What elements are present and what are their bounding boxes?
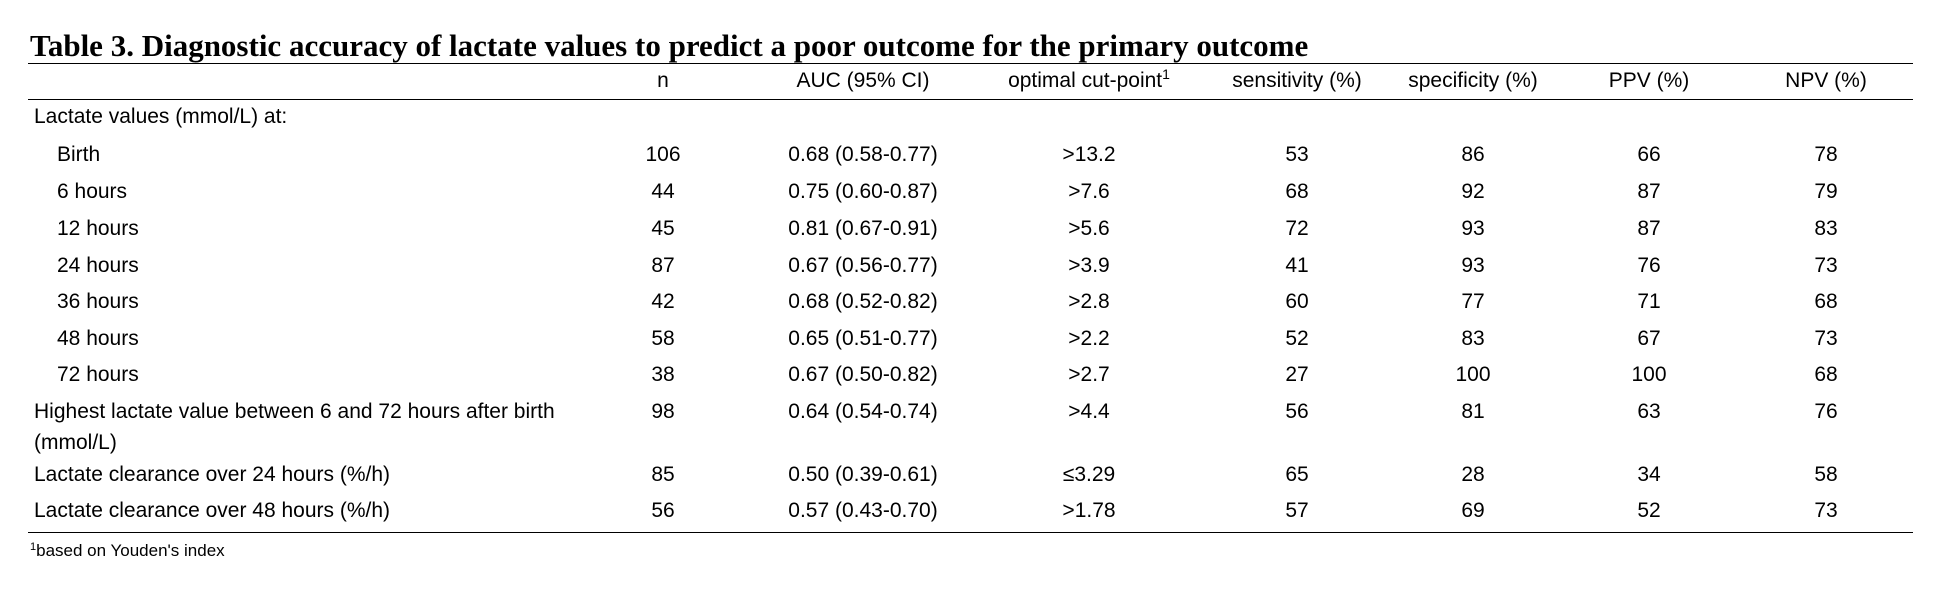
cell: 71 xyxy=(1637,290,1661,313)
column-header: n xyxy=(657,69,669,92)
cell: 38 xyxy=(651,363,675,386)
column-header: NPV (%) xyxy=(1785,69,1867,92)
cell: 0.67 (0.50-0.82) xyxy=(788,363,938,386)
cell: >5.6 xyxy=(1068,217,1110,240)
cell: 85 xyxy=(651,463,675,486)
cell: 73 xyxy=(1814,254,1838,277)
footnote: 1based on Youden's index xyxy=(30,540,225,562)
column-header: sensitivity (%) xyxy=(1232,69,1362,92)
cell: 68 xyxy=(1814,363,1838,386)
cell: 0.67 (0.56-0.77) xyxy=(788,254,938,277)
column-header: specificity (%) xyxy=(1408,69,1538,92)
cell: 0.68 (0.58-0.77) xyxy=(788,143,938,166)
cell: 53 xyxy=(1285,143,1309,166)
cell: 0.68 (0.52-0.82) xyxy=(788,290,938,313)
row-label: 6 hours xyxy=(57,180,128,203)
row-label: Lactate clearance over 24 hours (%/h) xyxy=(34,463,391,486)
cell: 28 xyxy=(1461,463,1485,486)
cell: 0.75 (0.60-0.87) xyxy=(788,180,938,203)
table-title: Table 3. Diagnostic accuracy of lactate … xyxy=(30,28,1309,63)
cell: 45 xyxy=(651,217,675,240)
column-header: PPV (%) xyxy=(1608,69,1690,92)
cell: >2.7 xyxy=(1068,363,1110,386)
cell: 93 xyxy=(1461,254,1485,277)
row-label: Lactate clearance over 48 hours (%/h) xyxy=(34,499,391,522)
cell: 0.57 (0.43-0.70) xyxy=(788,499,938,522)
row-label: 24 hours xyxy=(57,254,139,277)
cell: 42 xyxy=(651,290,675,313)
cell: 60 xyxy=(1285,290,1309,313)
cell: 87 xyxy=(1637,180,1661,203)
cell: 79 xyxy=(1814,180,1838,203)
column-header: optimal cut-point1 xyxy=(1008,65,1170,96)
cell: 81 xyxy=(1461,400,1485,423)
cell: 56 xyxy=(651,499,675,522)
column-header-text: optimal cut-point xyxy=(1008,69,1163,92)
column-header-note: 1 xyxy=(1162,66,1170,82)
cell: 27 xyxy=(1285,363,1309,386)
header-rule xyxy=(28,99,1913,100)
top-rule xyxy=(28,63,1913,64)
cell: 0.50 (0.39-0.61) xyxy=(788,463,938,486)
cell: 57 xyxy=(1285,499,1309,522)
cell: 93 xyxy=(1461,217,1485,240)
cell: 92 xyxy=(1461,180,1485,203)
cell: 77 xyxy=(1461,290,1485,313)
footnote-marker: 1 xyxy=(30,541,37,553)
footnote-text: based on Youden's index xyxy=(36,541,225,560)
row-label: 72 hours xyxy=(57,363,139,386)
cell: >2.2 xyxy=(1068,327,1110,350)
cell: >3.9 xyxy=(1068,254,1110,277)
cell: 106 xyxy=(645,143,681,166)
cell: 67 xyxy=(1637,327,1661,350)
row-label: 12 hours xyxy=(57,217,139,240)
cell: >1.78 xyxy=(1062,499,1116,522)
cell: 58 xyxy=(651,327,675,350)
cell: 52 xyxy=(1285,327,1309,350)
cell: >2.8 xyxy=(1068,290,1110,313)
column-header: AUC (95% CI) xyxy=(796,69,930,92)
cell: 56 xyxy=(1285,400,1309,423)
cell: 100 xyxy=(1631,363,1667,386)
cell: 63 xyxy=(1637,400,1661,423)
cell: 69 xyxy=(1461,499,1485,522)
cell: 65 xyxy=(1285,463,1309,486)
row-label: 48 hours xyxy=(57,327,139,350)
cell: 34 xyxy=(1637,463,1661,486)
cell: 100 xyxy=(1455,363,1491,386)
cell: 87 xyxy=(651,254,675,277)
cell: 76 xyxy=(1637,254,1661,277)
row-label: Highest lactate value between 6 and 72 h… xyxy=(34,400,555,454)
cell: 86 xyxy=(1461,143,1485,166)
cell: 83 xyxy=(1461,327,1485,350)
row-label: Birth xyxy=(57,143,101,166)
cell: 52 xyxy=(1637,499,1661,522)
cell: 66 xyxy=(1637,143,1661,166)
row-label: 36 hours xyxy=(57,290,139,313)
cell: 73 xyxy=(1814,327,1838,350)
cell: 76 xyxy=(1814,400,1838,423)
group-label: Lactate values (mmol/L) at: xyxy=(34,105,288,128)
cell: ≤3.29 xyxy=(1062,463,1116,486)
cell: 58 xyxy=(1814,463,1838,486)
cell: 0.81 (0.67-0.91) xyxy=(788,217,938,240)
cell: >13.2 xyxy=(1062,143,1116,166)
cell: 83 xyxy=(1814,217,1838,240)
cell: 72 xyxy=(1285,217,1309,240)
cell: >7.6 xyxy=(1068,180,1110,203)
cell: 73 xyxy=(1814,499,1838,522)
cell: >4.4 xyxy=(1068,400,1110,423)
cell: 41 xyxy=(1285,254,1309,277)
cell: 68 xyxy=(1285,180,1309,203)
cell: 87 xyxy=(1637,217,1661,240)
bottom-rule xyxy=(28,532,1913,533)
cell: 44 xyxy=(651,180,675,203)
cell: 0.65 (0.51-0.77) xyxy=(788,327,938,350)
cell: 98 xyxy=(651,400,675,423)
cell: 0.64 (0.54-0.74) xyxy=(788,400,938,423)
cell: 78 xyxy=(1814,143,1838,166)
cell: 68 xyxy=(1814,290,1838,313)
